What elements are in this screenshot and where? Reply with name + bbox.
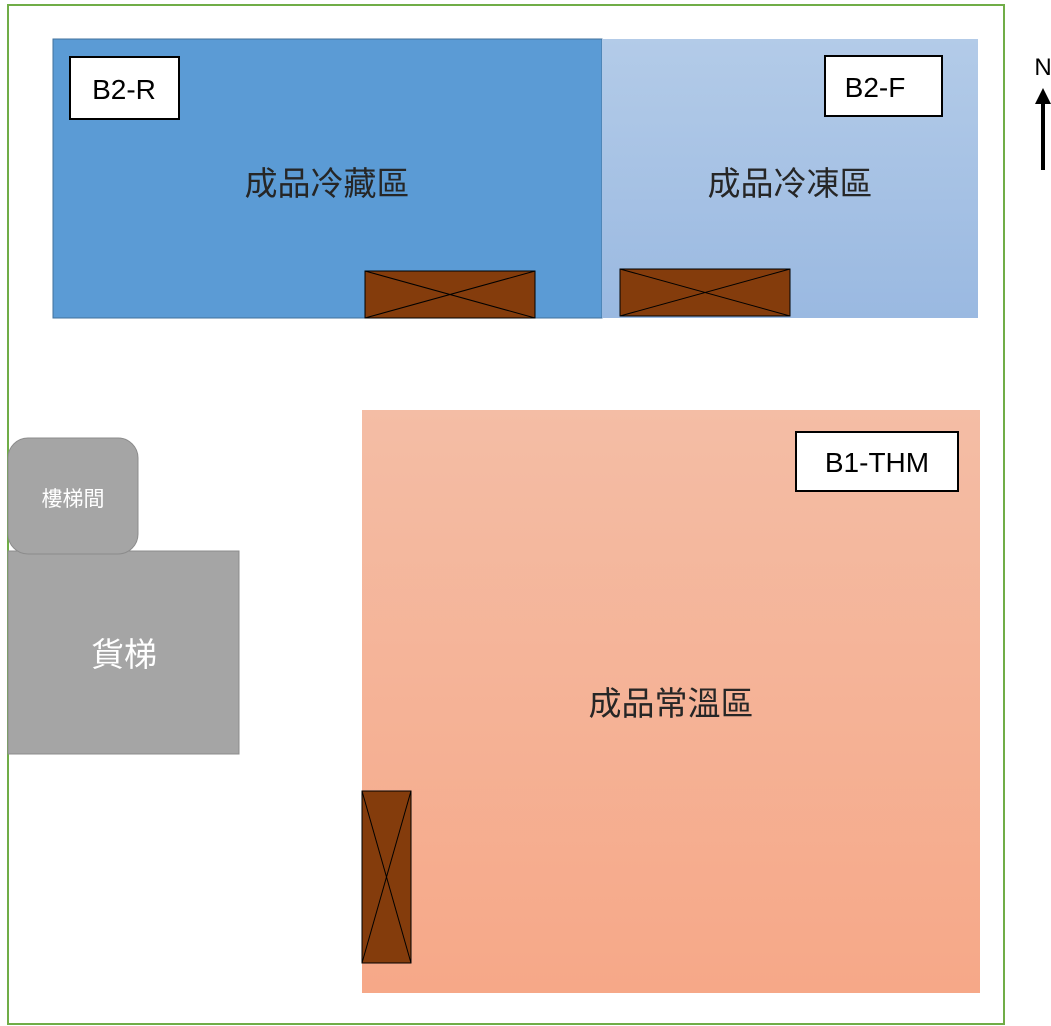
door-refrigerated xyxy=(364,270,536,319)
zone-ambient-code: B1-THM xyxy=(825,447,929,478)
zone-refrigerated: B2-R 成品冷藏區 xyxy=(52,38,603,319)
zone-ambient-code-box xyxy=(795,431,959,492)
door-ambient xyxy=(361,790,412,964)
compass-label: N xyxy=(1034,54,1051,81)
zone-refrigerated-code: B2-R xyxy=(92,74,156,105)
zone-ambient-name: 成品常溫區 xyxy=(589,684,754,723)
freight-elevator: 貨梯 xyxy=(7,550,240,755)
zone-ambient-area xyxy=(362,410,980,993)
zone-ambient: B1-THM 成品常溫區 xyxy=(361,410,980,993)
stairwell: 樓梯間 xyxy=(7,437,139,555)
zone-frozen-name: 成品冷凍區 xyxy=(708,164,873,203)
zone-refrigerated-name: 成品冷藏區 xyxy=(245,164,410,203)
stairwell-label: 樓梯間 xyxy=(42,487,105,511)
stairwell-area xyxy=(7,437,139,555)
door-frozen xyxy=(619,268,791,317)
north-compass: N xyxy=(1034,54,1051,170)
freight-elevator-area xyxy=(7,550,240,755)
zone-frozen-code-box xyxy=(824,55,943,117)
north-arrowhead-icon xyxy=(1035,88,1051,104)
zone-frozen: B2-F 成品冷凍區 xyxy=(602,39,978,318)
zone-frozen-code: B2-F xyxy=(845,72,906,103)
freight-elevator-label: 貨梯 xyxy=(91,635,157,674)
zone-refrigerated-code-box xyxy=(69,56,180,120)
